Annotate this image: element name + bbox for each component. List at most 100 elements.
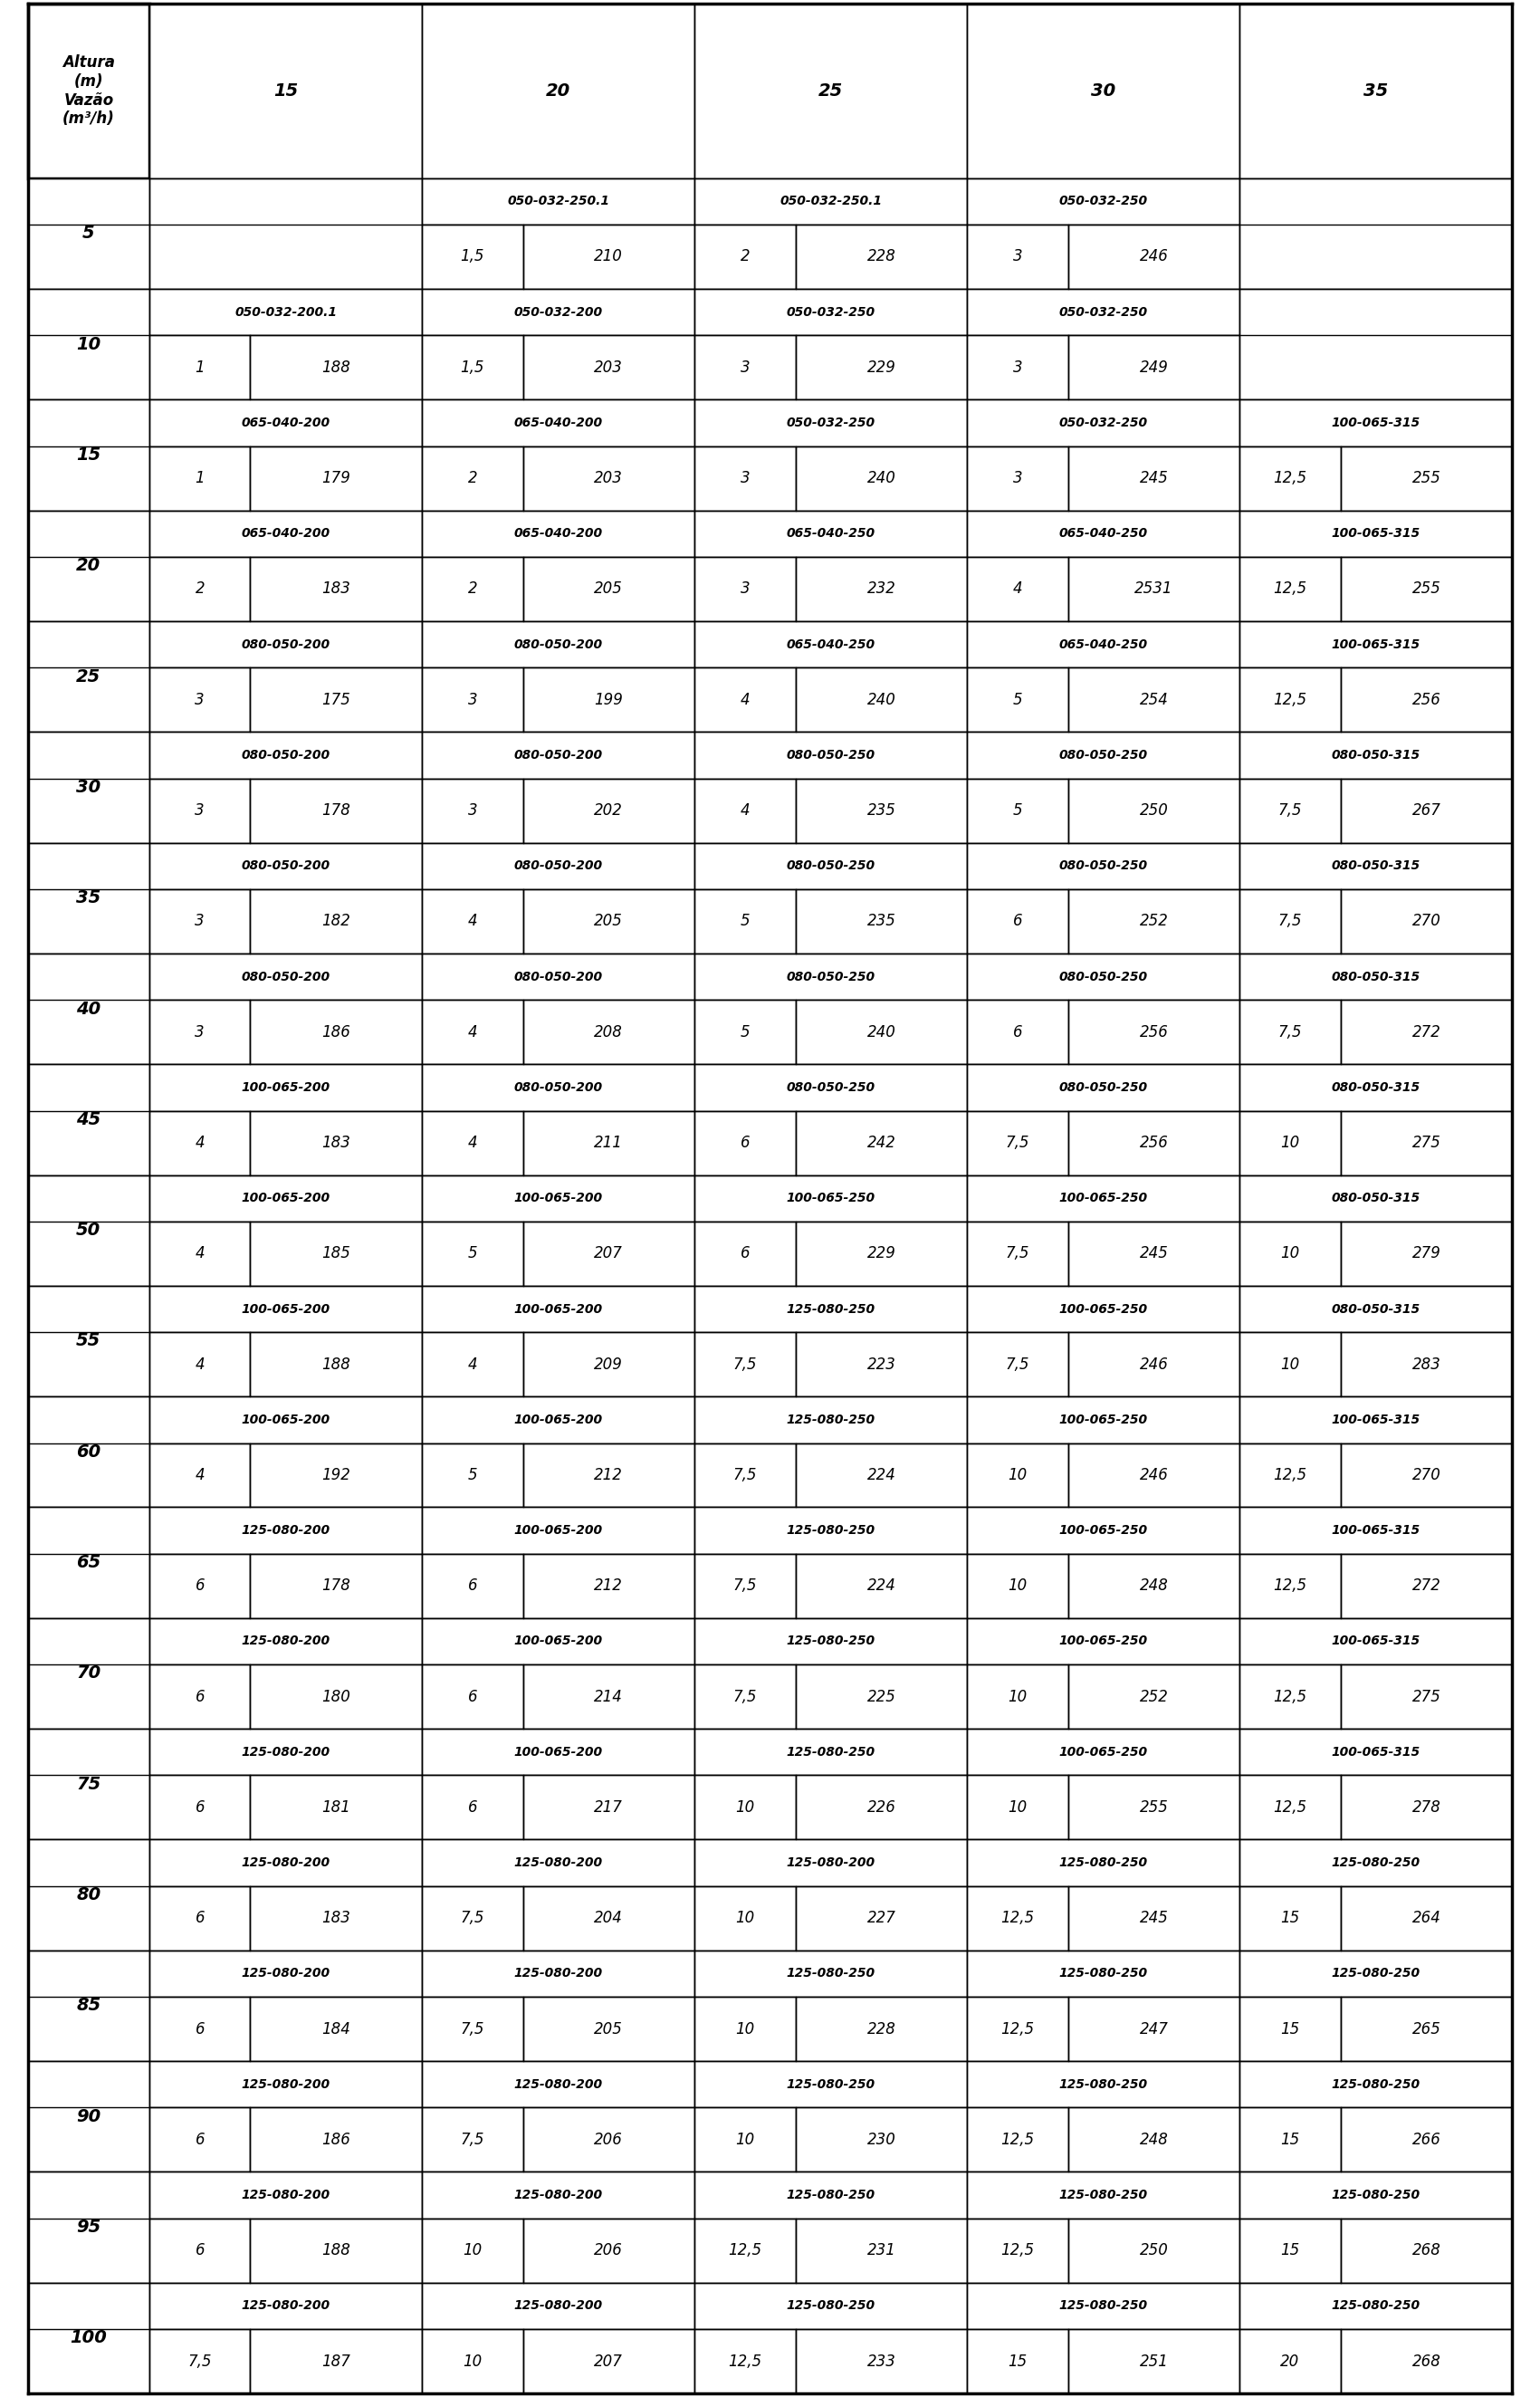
Text: 7,5: 7,5 [1278,913,1303,930]
Bar [796,1443,967,1508]
Bar [1340,1443,1512,1508]
Text: 100-065-200: 100-065-200 [514,1745,602,1759]
Text: 080-050-200: 080-050-200 [242,638,330,650]
Bar [524,1553,695,1618]
Bar [695,2282,967,2330]
Text: 15: 15 [274,81,299,98]
Text: 246: 246 [1140,1467,1169,1484]
Text: 246: 246 [1140,1357,1169,1373]
Bar [695,844,967,889]
Bar [149,1776,251,1838]
Bar [1069,1776,1240,1838]
Bar [967,669,1069,731]
Text: 90: 90 [77,2107,102,2126]
Text: 080-050-200: 080-050-200 [514,638,602,650]
Text: 125-080-250: 125-080-250 [1060,1968,1147,1980]
Text: 7,5: 7,5 [460,1910,485,1927]
Bar [1240,621,1512,669]
Text: 100-065-250: 100-065-250 [1060,1191,1147,1206]
Bar [28,1951,149,2061]
Bar [1340,1553,1512,1618]
Bar [1240,1175,1512,1222]
Bar [1240,2330,1340,2395]
Text: 125-080-250: 125-080-250 [1332,1858,1420,1870]
Text: 080-050-200: 080-050-200 [242,748,330,762]
Text: 100-065-315: 100-065-315 [1332,1635,1420,1647]
Bar [422,2330,524,2395]
Text: 100-065-315: 100-065-315 [1332,417,1420,429]
Text: 15: 15 [1281,2131,1300,2148]
Text: 080-050-315: 080-050-315 [1332,1191,1420,1206]
Bar [1340,446,1512,511]
Text: 212: 212 [594,1467,624,1484]
Bar [967,2330,1069,2395]
Bar [149,1000,251,1064]
Bar [422,1110,524,1175]
Text: 175: 175 [322,693,351,707]
Text: 4: 4 [741,803,750,820]
Text: 065-040-200: 065-040-200 [242,417,330,429]
Text: 210: 210 [594,249,624,264]
Bar [695,1397,967,1443]
Bar [422,1285,695,1333]
Bar [251,1776,422,1838]
Text: 30: 30 [1092,81,1116,98]
Text: 100-065-200: 100-065-200 [514,1191,602,1206]
Text: 050-032-250.1: 050-032-250.1 [507,194,610,209]
Text: 10: 10 [1009,1467,1027,1484]
Bar [695,1618,967,1664]
Bar [251,336,422,400]
Bar [149,1664,251,1728]
Bar [796,1776,967,1838]
Bar [149,336,251,400]
Text: 10: 10 [736,1800,755,1815]
Text: 4: 4 [196,1134,205,1151]
Text: 4: 4 [741,693,750,707]
Bar [967,400,1240,446]
Bar [524,556,695,621]
Bar [251,1997,422,2061]
Bar [28,288,149,400]
Bar [422,225,524,288]
Bar [524,225,695,288]
Text: 10: 10 [464,2354,482,2368]
Bar [149,1997,251,2061]
Bar [1240,511,1512,556]
Bar [251,1553,422,1618]
Bar [28,1508,149,1618]
Bar [149,446,251,511]
Text: 125-080-250: 125-080-250 [787,2299,875,2313]
Text: 6: 6 [196,1910,205,1927]
Text: 5: 5 [468,1467,477,1484]
Bar [1240,2217,1340,2282]
Bar [796,889,967,954]
Text: 125-080-250: 125-080-250 [1332,2299,1420,2313]
Text: 60: 60 [77,1443,102,1460]
Bar [422,2217,524,2282]
Bar [149,844,422,889]
Text: 12,5: 12,5 [1274,1577,1307,1594]
Bar [149,2330,251,2395]
Bar [1069,1553,1240,1618]
Text: 6: 6 [468,1577,477,1594]
Bar [422,621,695,669]
Text: 7,5: 7,5 [460,2021,485,2037]
Text: 2: 2 [196,580,205,597]
Bar [1240,2061,1512,2107]
Text: 192: 192 [322,1467,351,1484]
Text: 235: 235 [867,803,896,820]
Text: 15: 15 [1281,1910,1300,1927]
Bar [1340,1333,1512,1397]
Text: 050-032-200.1: 050-032-200.1 [234,307,337,319]
Text: 267: 267 [1412,803,1441,820]
Text: 125-080-250: 125-080-250 [787,1414,875,1426]
Bar [524,1664,695,1728]
Text: 12,5: 12,5 [728,2241,762,2258]
Bar [695,779,796,844]
Bar [1069,1886,1240,1951]
Text: 248: 248 [1140,2131,1169,2148]
Text: 12,5: 12,5 [1001,2241,1035,2258]
Bar [1340,2330,1512,2395]
Text: 227: 227 [867,1910,896,1927]
Bar [422,1728,695,1776]
